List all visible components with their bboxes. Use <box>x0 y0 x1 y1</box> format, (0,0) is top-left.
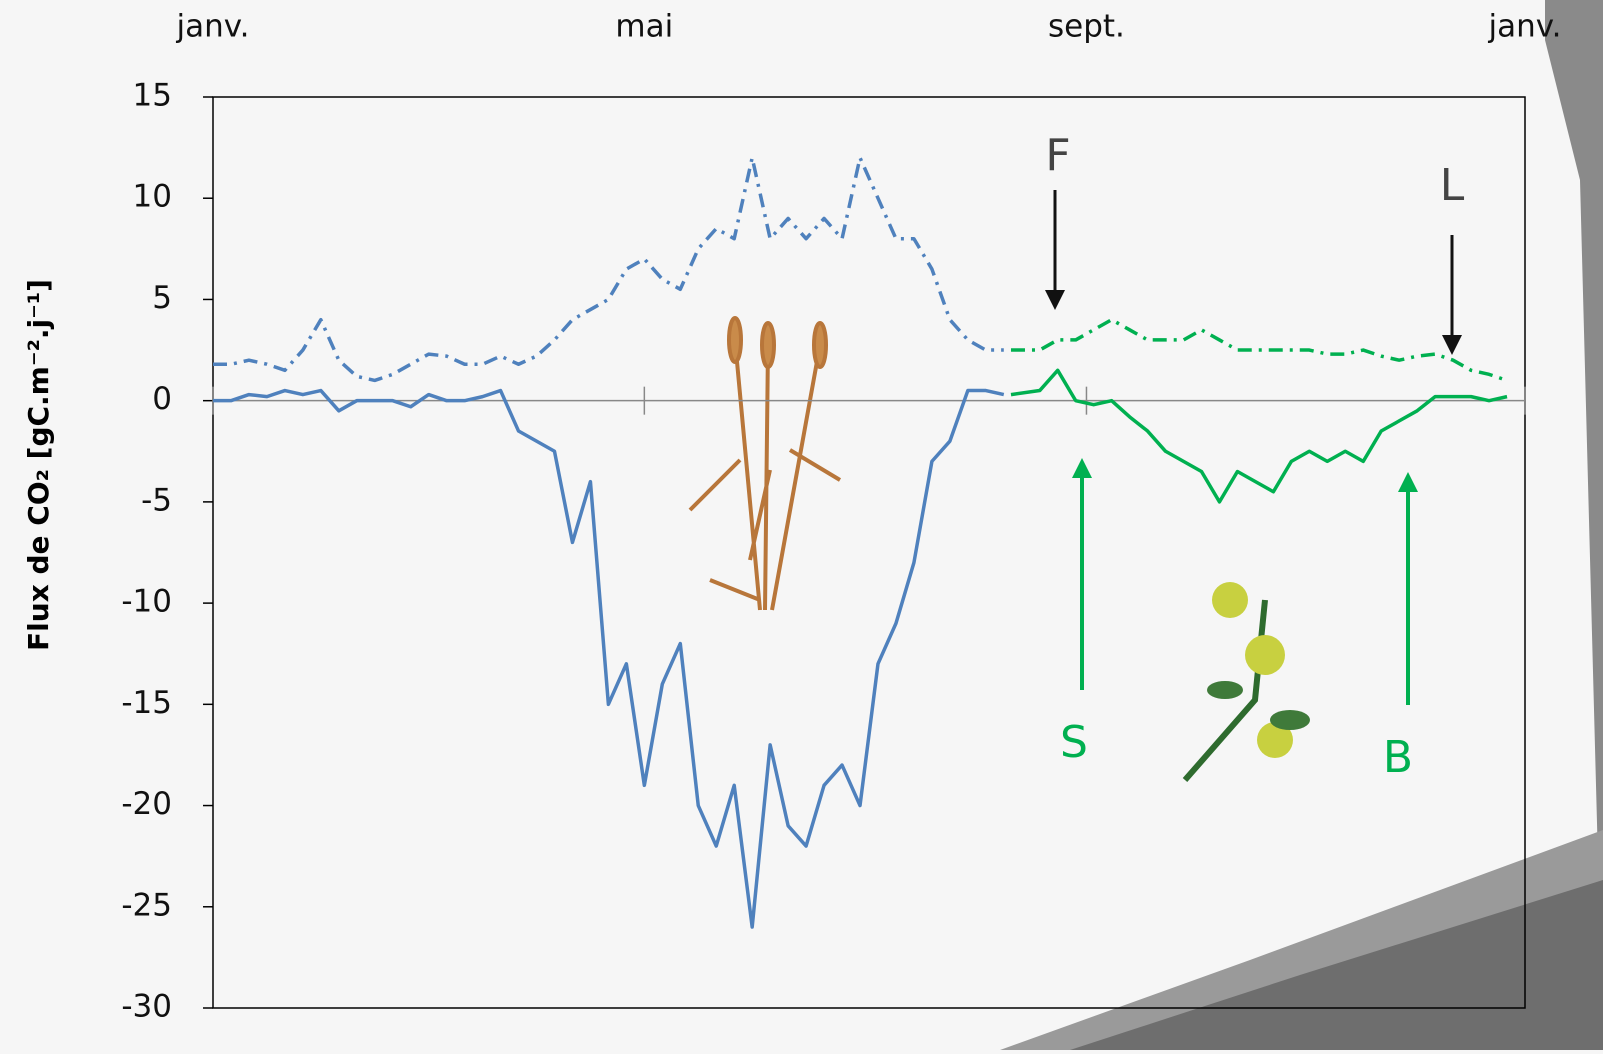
annotation: F <box>1045 130 1070 181</box>
x-tick-label: sept. <box>1048 9 1125 45</box>
y-tick-label: 5 <box>152 280 172 316</box>
y-axis-label: Flux de CO₂ [gC.m⁻².j⁻¹] <box>22 279 55 651</box>
annotation: B <box>1383 732 1413 783</box>
dashed-line <box>213 155 1004 383</box>
y-tick-label: -15 <box>121 685 172 721</box>
x-tick-label: janv. <box>175 9 249 45</box>
y-tick-label: 0 <box>152 381 172 417</box>
annotation: S <box>1060 717 1088 768</box>
plot-frame <box>212 96 1526 1009</box>
annotation: L <box>1440 160 1465 211</box>
decor <box>1545 0 1603 1050</box>
y-tick-label: -25 <box>121 887 172 923</box>
y-tick-label: 10 <box>133 179 172 215</box>
y-tick-label: 15 <box>133 78 172 114</box>
x-tick-label: mai <box>615 9 673 45</box>
y-tick-label: -30 <box>121 989 172 1025</box>
wheat-illustration <box>688 316 842 611</box>
y-tick-label: -5 <box>141 482 172 518</box>
y-tick-label: -20 <box>121 786 172 822</box>
mustard-illustration <box>1182 582 1310 782</box>
y-tick-label: -10 <box>121 584 172 620</box>
dashed-line <box>1010 317 1508 383</box>
solid-line <box>1010 368 1508 504</box>
x-tick-label: janv. <box>1487 9 1561 45</box>
arrows <box>1045 190 1462 705</box>
solid-line <box>213 388 1005 929</box>
